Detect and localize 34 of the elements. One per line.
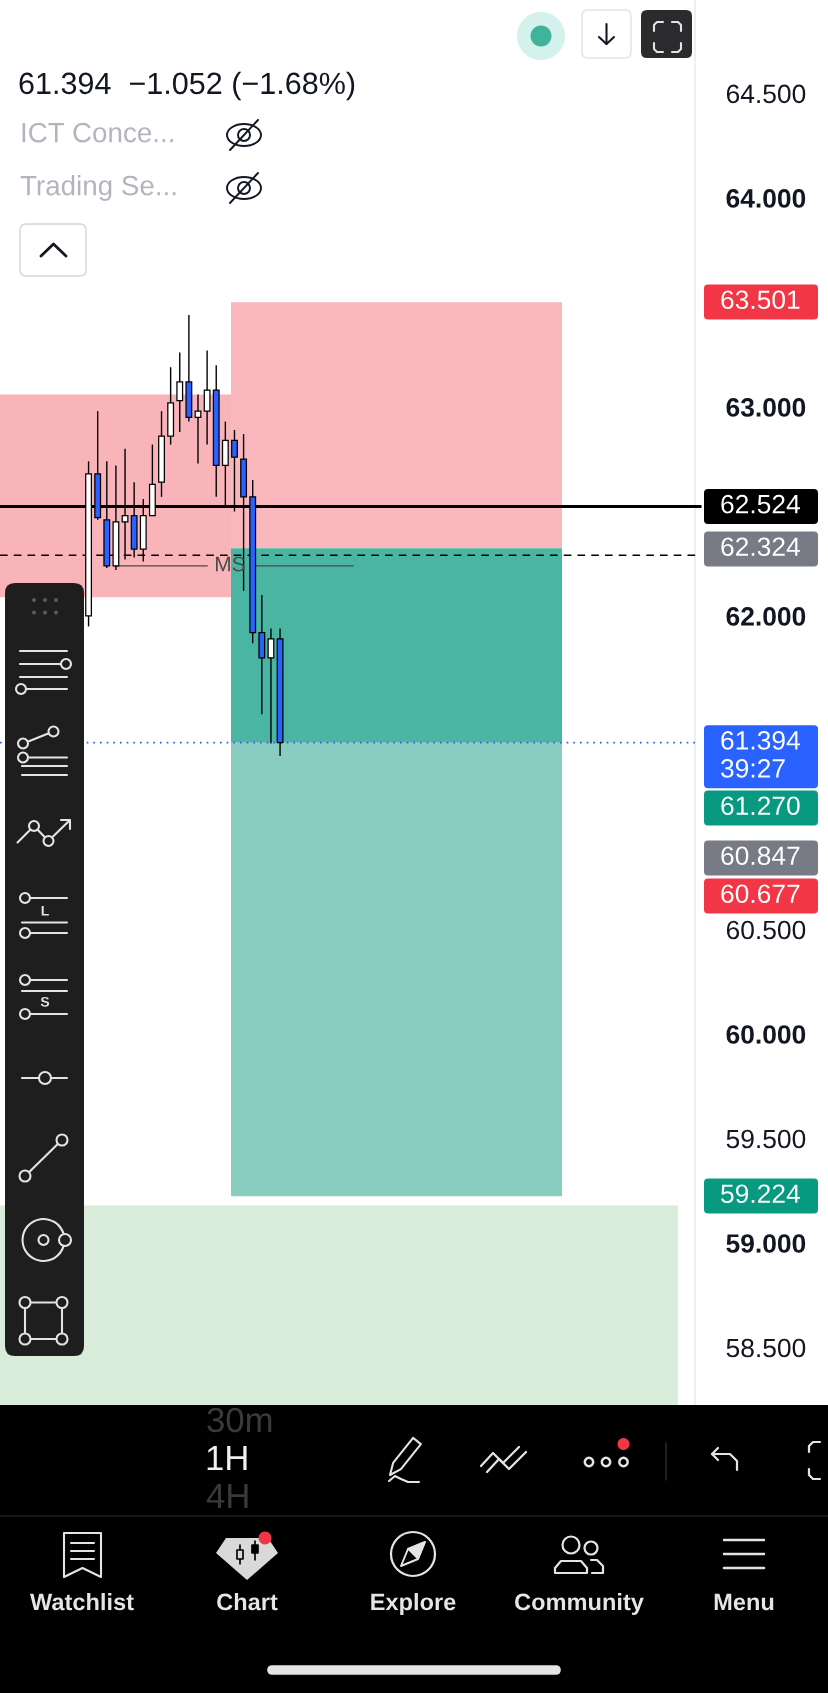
text: Watchlist (29, 1593, 134, 1611)
annotation: Trading Se... (20, 175, 176, 201)
candlestick (194, 393, 202, 465)
text: 30m (207, 1407, 272, 1433)
text: 59.224 (721, 1184, 800, 1204)
candlestick (203, 349, 211, 446)
y-tick-label: 59.000 (726, 1234, 806, 1253)
text: 63.501 (721, 290, 800, 310)
text: Explore (371, 1593, 456, 1616)
y-tick-label: 60.500 (726, 920, 806, 940)
text: L (41, 906, 49, 916)
y-tick-label: 63.000 (726, 398, 806, 417)
text: 60.847 (721, 846, 800, 866)
text: 4H (206, 1484, 248, 1508)
y-tick-label: 64.500 (726, 84, 806, 104)
text: Community (515, 1593, 644, 1616)
text: Chart (217, 1593, 278, 1611)
candlestick (176, 351, 184, 433)
text: 61.270 (721, 796, 800, 816)
annotation: ICT Conce... (22, 122, 173, 143)
y-tick-label: 64.000 (726, 189, 806, 208)
text: 60.677 (721, 884, 800, 904)
ref-line-label: 61.394 39:27 (721, 731, 800, 778)
y-tick-label: 59.500 (726, 1129, 806, 1149)
y-tick-label: 60.000 (726, 1025, 806, 1044)
y-tick-label: 62.000 (726, 607, 806, 626)
text: 62.324 (721, 537, 800, 557)
text: 1H (207, 1446, 247, 1470)
text: 61.394 −1.052 (−1.68%) (19, 71, 355, 101)
y-tick-label: 58.500 (726, 1338, 806, 1358)
text: S (40, 996, 50, 1007)
candlestick (267, 627, 275, 745)
ref-line-label: 62.524 (721, 494, 800, 514)
text: Menu (714, 1593, 774, 1611)
